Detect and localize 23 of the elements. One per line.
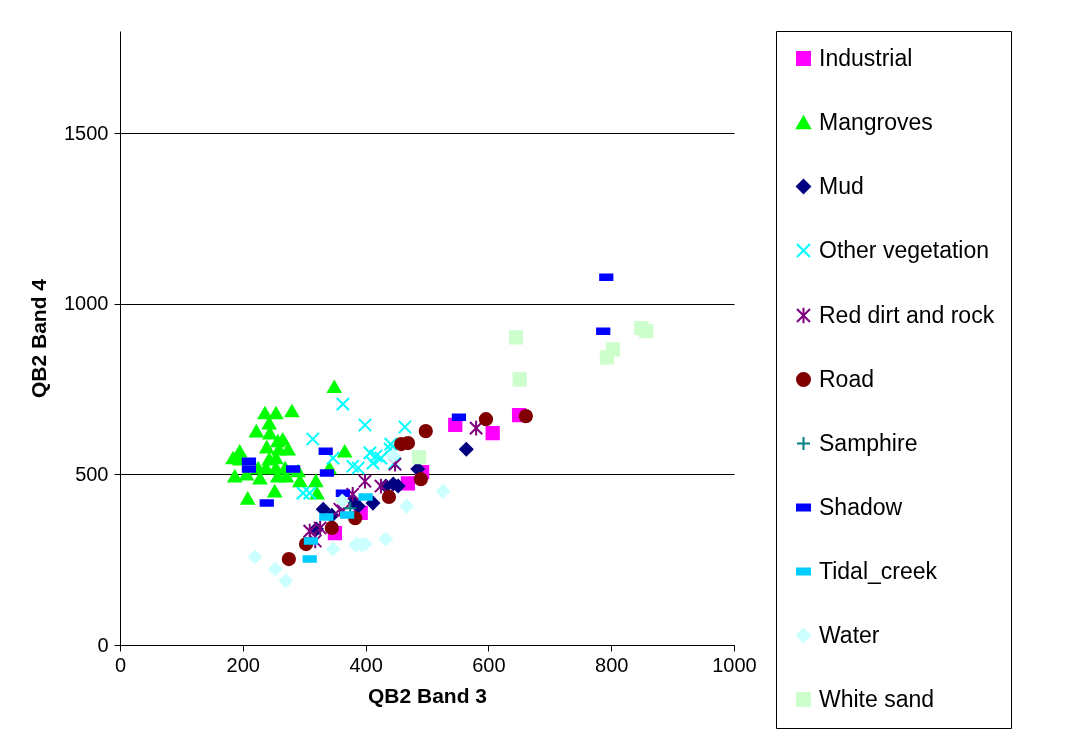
legend-label: Industrial: [819, 44, 913, 71]
x-tick-label: 600: [472, 653, 506, 676]
legend-label: Mangroves: [819, 108, 933, 135]
legend-label: Tidal_creek: [819, 557, 938, 584]
x-tick-label: 1000: [712, 653, 757, 676]
x-tick-label: 800: [595, 653, 629, 676]
legend-label: Water: [819, 621, 880, 648]
x-tick-label: 400: [349, 653, 383, 676]
y-axis-title: QB2 Band 4: [27, 278, 51, 399]
legend-label: Mud: [819, 172, 864, 199]
legend-label: Red dirt and rock: [819, 301, 995, 328]
legend-label: Road: [819, 365, 874, 392]
legend-label: Shadow: [819, 493, 903, 520]
y-tick-label: 1000: [64, 292, 109, 315]
legend-label: White sand: [819, 685, 935, 712]
legend-label: Other vegetation: [819, 236, 990, 263]
legend-label: Samphire: [819, 429, 918, 456]
y-tick-label: 500: [75, 462, 109, 485]
x-tick-label: 0: [114, 653, 127, 676]
y-tick-label: 0: [97, 633, 109, 656]
x-tick-label: 200: [226, 653, 260, 676]
x-axis-title: QB2 Band 3: [367, 683, 488, 707]
y-tick-label: 1500: [64, 121, 109, 144]
